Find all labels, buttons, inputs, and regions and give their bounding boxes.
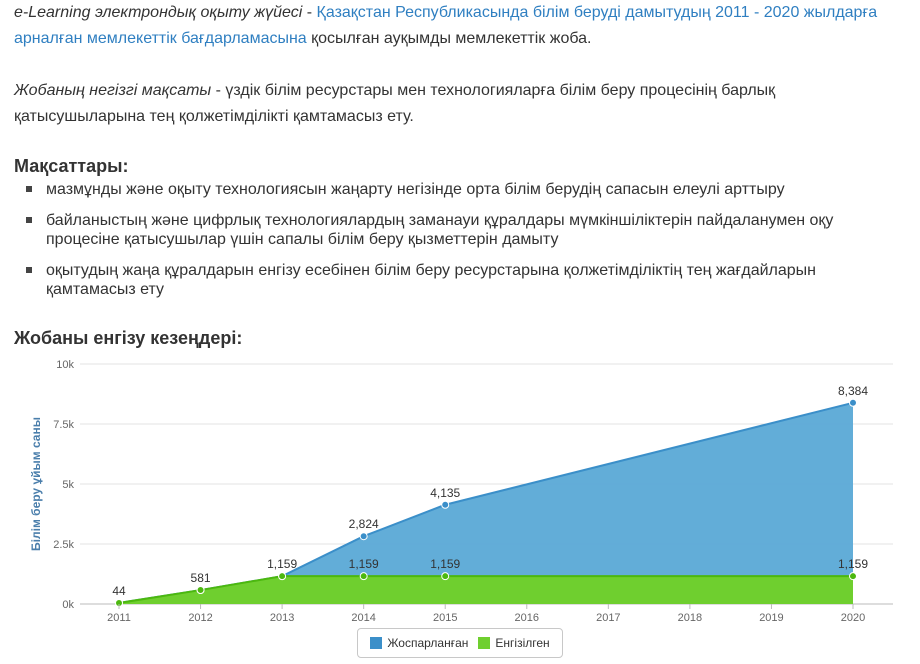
data-label-implemented: 1,159: [838, 557, 868, 571]
data-label-planned: 2,824: [349, 517, 379, 531]
y-tick-label: 2.5k: [53, 539, 74, 551]
list-item: байланыстың және цифрлық технологияларды…: [14, 211, 894, 249]
chart-data-labels: 2,824 4,135 8,384 44 581 1,159 1,159 1,159 1,159: [112, 384, 868, 598]
data-point-implemented[interactable]: [359, 572, 368, 581]
series-area-implemented: [119, 576, 853, 604]
x-tick-label: 2015: [433, 612, 457, 624]
x-tick-label: 2018: [678, 612, 702, 624]
data-label-implemented: 44: [112, 584, 126, 598]
objectives-list: мазмұнды және оқыту технологиясын жаңарт…: [14, 180, 894, 311]
x-tick-label: 2019: [759, 612, 783, 624]
data-point-implemented[interactable]: [196, 586, 205, 595]
data-point-implemented[interactable]: [849, 572, 857, 581]
legend-swatch-implemented: [478, 637, 491, 649]
main-goal-lead: Жобаның негізгі мақсаты: [14, 82, 212, 99]
y-tick-label: 10k: [56, 359, 74, 371]
objectives-heading: Мақсаттары:: [14, 156, 129, 176]
data-label-implemented: 1,159: [349, 557, 379, 571]
intro-lead: e-Learning электрондық оқыту жүйесі: [14, 4, 303, 21]
intro-paragraph: e-Learning электрондық оқыту жүйесі - Қа…: [14, 0, 909, 52]
chart-legend: Жоспарланған Енгізілген: [357, 628, 563, 658]
data-point-planned[interactable]: [441, 500, 450, 509]
series-line-implemented: [118, 575, 853, 604]
data-label-implemented: 1,159: [267, 557, 297, 571]
y-tick-label: 0k: [62, 599, 74, 611]
list-item: мазмұнды және оқыту технологиясын жаңарт…: [14, 180, 894, 199]
legend-item-implemented[interactable]: Енгізілген: [478, 636, 550, 650]
bullet-icon: [26, 186, 32, 192]
data-point-implemented[interactable]: [278, 572, 287, 581]
series-area-planned: [119, 402, 853, 604]
x-tick-label: 2016: [515, 612, 539, 624]
stages-area-chart: 0k 2.5k 5k 7.5k 10k 2,824 4,135 8,384 44 581 1,15…: [29, 359, 893, 624]
bullet-icon: [26, 267, 32, 273]
y-tick-label: 5k: [62, 479, 74, 491]
legend-item-planned[interactable]: Жоспарланған: [370, 636, 468, 650]
x-tick-label: 2020: [841, 612, 865, 624]
data-label-implemented: 581: [191, 571, 211, 585]
x-tick-label: 2011: [107, 612, 131, 624]
data-point-planned[interactable]: [359, 532, 368, 541]
x-tick-label: 2017: [596, 612, 620, 624]
data-label-implemented: 1,159: [430, 557, 460, 571]
intro-dash: -: [302, 4, 317, 21]
x-tick-label: 2012: [188, 612, 212, 624]
list-item: оқытудың жаңа құралдарын енгізу есебінен…: [14, 261, 894, 299]
stages-heading: Жобаны енгізу кезеңдері:: [14, 328, 243, 348]
data-point-implemented[interactable]: [441, 572, 450, 581]
intro-tail: қосылған ауқымды мемлекеттік жоба.: [306, 30, 592, 47]
data-label-planned: 8,384: [838, 384, 868, 398]
main-goal-text: - үздік білім ресурстары мен технологиял…: [14, 82, 776, 125]
x-axis-ticks: 2011 2012 2013 2014 2015 2016 2017 2018 2019 2020: [107, 604, 865, 624]
x-tick-label: 2013: [270, 612, 294, 624]
bullet-icon: [26, 217, 32, 223]
data-label-planned: 4,135: [430, 486, 460, 500]
y-axis-ticks: 0k 2.5k 5k 7.5k 10k: [53, 359, 74, 611]
chart-points: [115, 398, 857, 607]
x-tick-label: 2014: [351, 612, 375, 624]
chart-areas: [118, 401, 854, 604]
legend-swatch-planned: [370, 637, 383, 649]
state-program-link[interactable]: Қазақстан Республикасында білім беруді д…: [14, 4, 878, 47]
y-tick-label: 7.5k: [53, 419, 74, 431]
y-axis-label: Білім беру ұйым саны: [29, 417, 43, 551]
main-goal-paragraph: Жобаның негізгі мақсаты - үздік білім ре…: [14, 78, 909, 130]
data-point-planned[interactable]: [849, 398, 857, 407]
